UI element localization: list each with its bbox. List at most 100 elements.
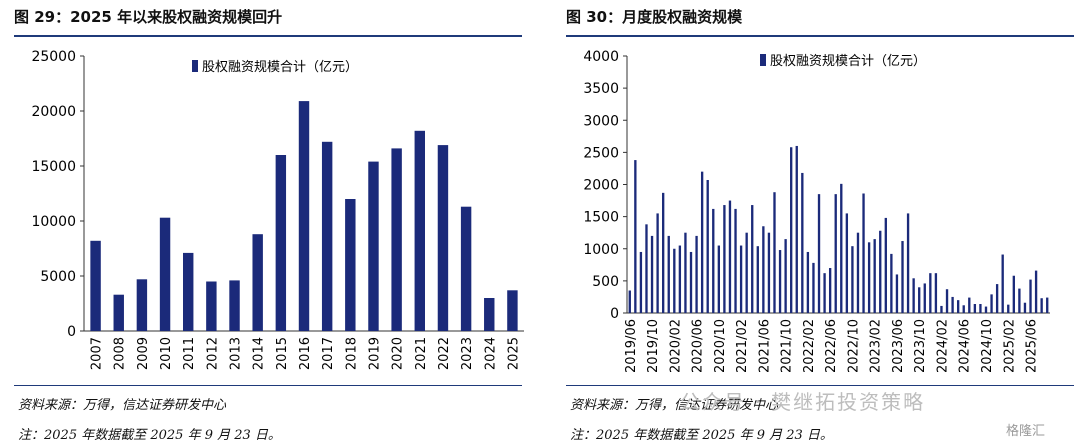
- bar: [856, 232, 860, 313]
- annual-bar-chart: 0 5000 10000 15000 20000 25000 2007 2008 2009 201…: [31, 49, 524, 370]
- bar: [784, 239, 787, 313]
- bar: [1023, 302, 1027, 313]
- y-tick-label: 1500: [583, 210, 619, 226]
- y-tick-label: 4000: [583, 49, 619, 65]
- bar: [801, 172, 804, 313]
- bar: [252, 234, 263, 331]
- x-tick-label: 2024/02: [935, 319, 950, 373]
- panel-annual-equity-financing: 图 29：2025 年以来股权融资规模回升 0 5000 10000 15000 200…: [0, 0, 528, 445]
- x-tick-label: 2021/10: [780, 319, 795, 373]
- bar: [790, 147, 793, 313]
- bar: [979, 304, 982, 313]
- bar: [840, 183, 843, 313]
- bar: [437, 145, 449, 331]
- legend: 股权融资规模合计（亿元）: [760, 53, 926, 69]
- bar: [678, 245, 682, 313]
- x-tick-label: 2023: [460, 337, 475, 370]
- x-tick-label: 2013: [229, 337, 244, 370]
- bar: [834, 194, 837, 313]
- title-rule-right: [566, 35, 1074, 37]
- x-tick-label: 2025/02: [1002, 319, 1017, 373]
- y-tick-label: 20000: [31, 104, 76, 120]
- bar: [806, 251, 810, 313]
- bar: [728, 200, 732, 313]
- x-tick-label: 2018: [344, 337, 359, 370]
- bar: [717, 245, 721, 313]
- bar: [667, 235, 670, 313]
- y-tick-label: 0: [610, 306, 619, 322]
- bar: [662, 192, 665, 313]
- x-tick-label: 2009: [136, 337, 151, 370]
- x-tick-label: 2020/02: [668, 319, 683, 373]
- x-tick-label: 2020/10: [713, 319, 728, 373]
- y-tick-label: 15000: [31, 159, 76, 175]
- bar: [767, 232, 771, 313]
- bar: [689, 251, 693, 313]
- bar: [828, 268, 832, 313]
- x-tick-label: 2023/02: [869, 319, 884, 373]
- footer-rule-right: [566, 385, 1074, 386]
- bar: [706, 180, 709, 313]
- bar: [773, 192, 776, 313]
- x-tick-label: 2019/10: [646, 319, 661, 373]
- bar: [700, 171, 704, 313]
- bar: [745, 232, 748, 313]
- bar: [890, 253, 893, 313]
- bar: [823, 273, 826, 313]
- y-tick-label: 500: [592, 274, 619, 290]
- bar: [1001, 254, 1004, 313]
- x-tick-label: 2007: [90, 337, 105, 370]
- bar: [873, 239, 876, 313]
- legend-swatch: [192, 60, 198, 72]
- x-tick-label: 2008: [113, 337, 128, 370]
- bar: [113, 294, 124, 331]
- panel-monthly-equity-financing: 图 30：月度股权融资规模 0 500 1000 1500 2000 2500 3000 35…: [552, 0, 1080, 445]
- bar: [206, 281, 217, 331]
- y-tick-label: 0: [67, 324, 76, 340]
- bar: [940, 305, 943, 313]
- bar: [723, 205, 726, 313]
- x-tick-label: 2022/02: [802, 319, 817, 373]
- bar: [984, 306, 988, 313]
- x-tick-label: 2025: [506, 337, 521, 370]
- y-tick-label: 3000: [583, 113, 619, 129]
- x-tick-label: 2023/06: [891, 319, 906, 373]
- bar: [414, 130, 425, 331]
- bar: [645, 224, 648, 313]
- bar: [945, 289, 949, 313]
- bar: [934, 273, 938, 313]
- watermark-text: 公众号 · 樊继拓投资策略: [680, 390, 926, 414]
- bar: [990, 294, 993, 313]
- y-tick-label: 1000: [583, 242, 619, 258]
- x-tick-label: 2021/06: [757, 319, 772, 373]
- bar: [751, 205, 754, 313]
- bar: [739, 245, 743, 313]
- bar: [895, 274, 899, 313]
- legend: 股权融资规模合计（亿元）: [192, 59, 358, 75]
- bar: [734, 208, 737, 313]
- bar: [962, 305, 965, 313]
- bar: [968, 297, 971, 313]
- legend-label: 股权融资规模合计（亿元）: [770, 53, 926, 69]
- bar: [229, 280, 240, 331]
- bar: [507, 290, 518, 331]
- bar: [862, 193, 865, 313]
- bar: [90, 240, 101, 331]
- bar: [762, 226, 765, 313]
- bar: [1029, 279, 1032, 313]
- x-tick-label: 2019: [367, 337, 382, 370]
- bar: [368, 161, 379, 331]
- bar: [923, 283, 926, 313]
- x-tick-label: 2014: [252, 337, 267, 370]
- bar: [673, 248, 676, 313]
- bar: [912, 278, 915, 313]
- title-rule-left: [14, 35, 522, 37]
- bar: [795, 145, 798, 313]
- legend-swatch: [760, 54, 766, 66]
- bar: [995, 284, 999, 313]
- bar: [628, 290, 631, 313]
- x-tick-label: 2011: [182, 337, 197, 370]
- bar: [817, 194, 821, 313]
- source-note-right: 资料来源：万得，信达证券研发中心: [570, 398, 779, 413]
- x-tick-label: 2016: [298, 337, 313, 370]
